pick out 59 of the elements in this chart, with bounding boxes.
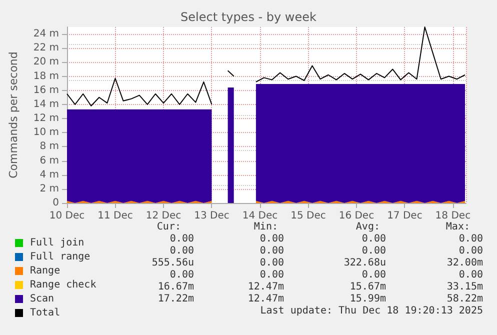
y-tick-label: 24 m	[33, 28, 59, 40]
text: Cur:	[156, 222, 181, 232]
y-tick-label: 6 m	[40, 155, 59, 166]
text: 555.56u	[152, 258, 194, 268]
y-tick-label: 22 m	[33, 42, 59, 54]
y-tick-label: 0	[52, 198, 59, 208]
y-tick-label: 4 m	[40, 169, 59, 180]
text: 12.47m	[248, 294, 284, 304]
text: 0.00	[458, 246, 483, 256]
x-tick-label: 18 Dec	[435, 210, 471, 222]
legend-label: Range	[30, 266, 60, 276]
x-tick-label: 15 Dec	[290, 210, 326, 222]
text: 16.67m	[158, 282, 194, 292]
x-tick-label: 16 Dec	[338, 210, 374, 222]
text: 0.00	[458, 234, 483, 244]
text: 32.00m	[446, 258, 483, 268]
legend-label: Full range	[30, 252, 90, 262]
text: 15.67m	[350, 282, 386, 292]
text: 0.00	[362, 246, 386, 256]
y-tick-label: 18 m	[33, 70, 59, 82]
legend-label: Total	[30, 308, 60, 318]
text: 0.00	[170, 246, 194, 256]
y-tick-label: 14 m	[33, 98, 59, 110]
y-axis-title: Commands per second	[7, 52, 20, 178]
text: 0.00	[260, 234, 284, 244]
text: 322.68u	[344, 258, 386, 268]
y-tick-label: 12 m	[33, 113, 59, 124]
text: 58.22m	[446, 294, 483, 304]
text: 33.15m	[446, 282, 483, 292]
x-tick-label: 11 Dec	[98, 210, 133, 222]
text: 0.00	[458, 270, 483, 280]
text: Min:	[254, 222, 278, 232]
text: Max:	[446, 222, 470, 232]
text: 15.99m	[350, 294, 386, 304]
text: 0.00	[260, 246, 284, 256]
legend-label: Scan	[30, 294, 54, 304]
text: 17.22m	[158, 294, 194, 304]
chart-title: Select types - by week	[180, 10, 317, 24]
y-tick-label: 20 m	[33, 56, 59, 68]
text: 0.00	[170, 270, 194, 280]
x-tick-label: 14 Dec	[242, 210, 278, 222]
text: 0.00	[260, 258, 284, 268]
y-tick-label: 8 m	[40, 141, 59, 152]
x-tick-label: 17 Dec	[387, 210, 422, 222]
text: Last update: Thu Dec 18 19:20:13 2025	[260, 306, 483, 316]
legend-label: Full join	[30, 238, 84, 248]
legend-label: Range check	[30, 280, 96, 290]
y-tick-label: 16 m	[33, 84, 59, 96]
x-tick-label: 13 Dec	[194, 210, 230, 222]
text: 0.00	[362, 234, 386, 244]
text: 12.47m	[248, 282, 284, 292]
y-tick-label: 2 m	[40, 183, 59, 194]
x-tick-label: 10 Dec	[49, 210, 85, 222]
text: 0.00	[362, 270, 386, 280]
y-tick-label: 10 m	[33, 127, 59, 138]
x-tick-label: 12 Dec	[146, 210, 182, 222]
text: 0.00	[260, 270, 284, 280]
text: 0.00	[170, 234, 194, 244]
text: Avg:	[356, 222, 380, 232]
